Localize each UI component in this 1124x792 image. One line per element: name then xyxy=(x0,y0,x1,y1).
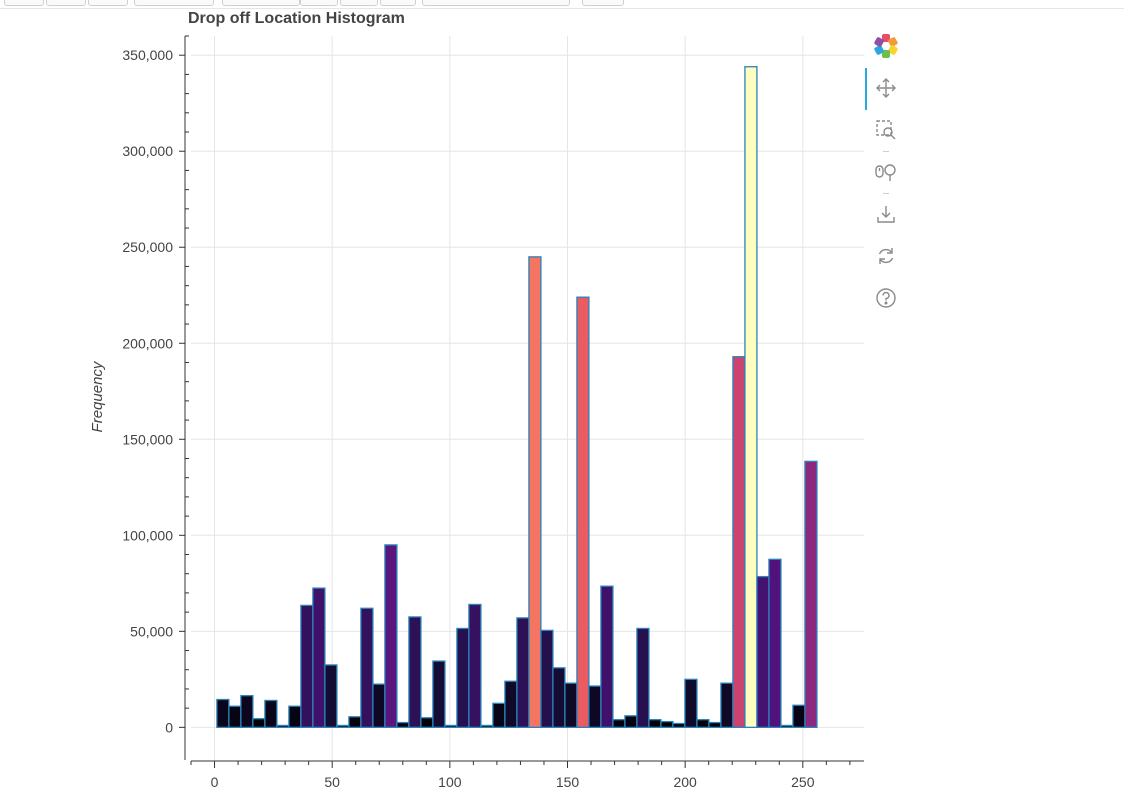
wheel-zoom-icon[interactable] xyxy=(872,158,900,186)
chart-title: Drop off Location Histogram xyxy=(188,10,405,27)
x-tick-label: 100 xyxy=(438,774,462,790)
bokeh-logo-icon[interactable] xyxy=(872,32,900,60)
help-icon[interactable] xyxy=(872,284,900,312)
histogram-bar xyxy=(300,604,314,729)
y-tick-label: 200,000 xyxy=(122,335,173,351)
toolbar-separator xyxy=(883,193,889,194)
histogram-bar xyxy=(216,698,230,729)
histogram-bar xyxy=(636,627,650,729)
histogram-bar xyxy=(588,685,602,729)
axes: 0 50,000 100,000 150,000 200,000 250,000 300,0… xyxy=(122,35,864,790)
histogram-bar xyxy=(492,702,506,729)
histogram-bar xyxy=(648,719,662,729)
histogram-bar xyxy=(276,724,290,729)
histogram-bar xyxy=(372,683,386,729)
histogram-bars xyxy=(216,66,818,729)
toolbar-button[interactable] xyxy=(582,0,624,6)
histogram-bar xyxy=(252,718,266,729)
toolbar-button[interactable] xyxy=(300,0,338,6)
histogram-bar xyxy=(708,721,722,729)
histogram-bar xyxy=(552,667,566,729)
histogram-bar xyxy=(516,617,530,729)
toolbar-button[interactable] xyxy=(4,0,44,6)
histogram-bar xyxy=(348,716,362,729)
y-tick-label: 0 xyxy=(165,719,173,735)
histogram-bar xyxy=(480,724,494,729)
histogram-bar xyxy=(612,719,626,729)
histogram-bar xyxy=(780,724,794,729)
histogram-bar xyxy=(288,705,302,729)
toolbar-separator xyxy=(883,151,889,152)
histogram-bar xyxy=(600,585,614,729)
histogram-bar xyxy=(240,695,254,729)
x-tick-label: 0 xyxy=(211,774,219,790)
y-tick-label: 300,000 xyxy=(122,143,173,159)
histogram-bar xyxy=(456,627,470,729)
x-tick-label: 250 xyxy=(791,774,815,790)
histogram-bar xyxy=(696,719,710,729)
y-axis-label: Frequency xyxy=(89,360,106,432)
histogram-bar xyxy=(384,544,398,729)
histogram-bar xyxy=(720,682,734,729)
histogram-bar xyxy=(312,587,326,729)
histogram-bar xyxy=(576,296,590,729)
x-tick-label: 200 xyxy=(673,774,697,790)
y-tick-label: 250,000 xyxy=(122,239,173,255)
histogram-chart[interactable]: Drop off Location Histogram 0 50,000 100,0… xyxy=(0,0,864,792)
active-tool-indicator xyxy=(865,68,867,110)
notebook-toolbar-strip xyxy=(0,0,1124,9)
pan-icon[interactable] xyxy=(872,74,900,102)
histogram-bar xyxy=(792,704,806,729)
histogram-bar xyxy=(504,680,518,729)
reset-icon[interactable] xyxy=(872,242,900,270)
histogram-bar xyxy=(756,575,770,729)
histogram-bar xyxy=(324,664,338,729)
x-tick-label: 50 xyxy=(324,774,340,790)
toolbar-button[interactable] xyxy=(134,0,214,6)
histogram-bar xyxy=(684,678,698,729)
histogram-bar xyxy=(468,603,482,729)
histogram-bar xyxy=(264,699,278,729)
histogram-bar xyxy=(396,721,410,729)
y-tick-label: 350,000 xyxy=(122,47,173,63)
y-tick-label: 100,000 xyxy=(122,527,173,543)
save-icon[interactable] xyxy=(872,200,900,228)
toolbar-dropdown[interactable] xyxy=(422,0,570,6)
toolbar-button[interactable] xyxy=(88,0,128,6)
histogram-bar xyxy=(540,629,554,729)
histogram-bar xyxy=(528,256,542,729)
chart-toolbar xyxy=(864,30,908,330)
histogram-bar xyxy=(360,607,374,729)
histogram-bar xyxy=(624,715,638,729)
histogram-bar xyxy=(804,460,818,729)
box-zoom-icon[interactable] xyxy=(872,116,900,144)
histogram-bar xyxy=(672,722,686,729)
y-tick-label: 50,000 xyxy=(130,623,173,639)
histogram-bar xyxy=(420,717,434,729)
histogram-bar xyxy=(432,660,446,729)
toolbar-button[interactable] xyxy=(340,0,378,6)
histogram-bar xyxy=(408,616,422,729)
y-tick-label: 150,000 xyxy=(122,431,173,447)
histogram-bar xyxy=(660,720,674,729)
toolbar-button[interactable] xyxy=(222,0,300,6)
x-tick-label: 150 xyxy=(556,774,580,790)
histogram-bar xyxy=(336,724,350,729)
toolbar-button[interactable] xyxy=(380,0,416,6)
histogram-bar xyxy=(744,66,758,729)
histogram-bar xyxy=(732,356,746,729)
histogram-bar xyxy=(228,705,242,729)
toolbar-button[interactable] xyxy=(46,0,86,6)
histogram-bar xyxy=(564,682,578,729)
histogram-bar xyxy=(768,558,782,729)
histogram-bar xyxy=(444,724,458,729)
